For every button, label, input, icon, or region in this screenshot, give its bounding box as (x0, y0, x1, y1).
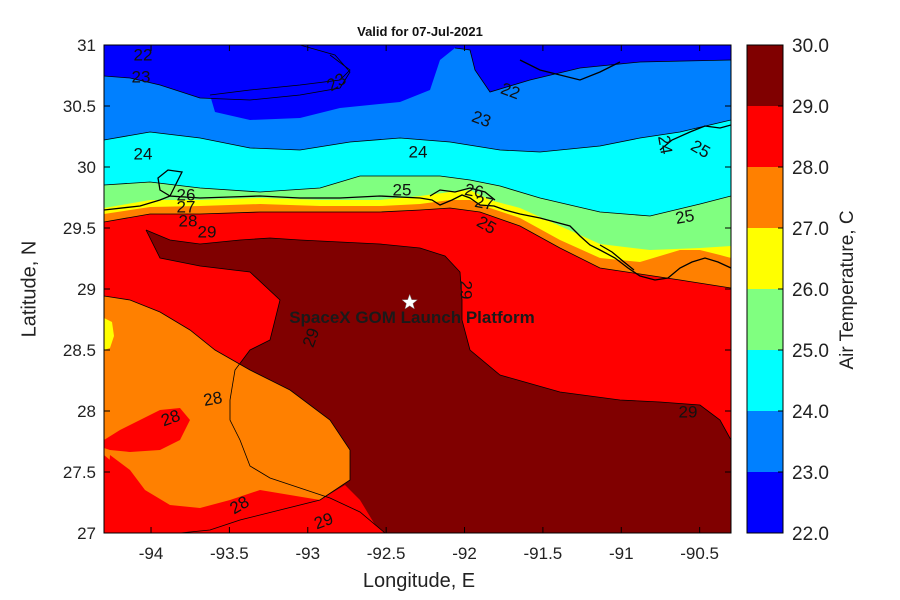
launch-platform-label: SpaceX GOM Launch Platform (289, 308, 535, 327)
x-tick-label: -93 (295, 544, 320, 563)
pocket-27-28-se (660, 250, 731, 282)
colorbar-tick-group: 30.0 29.0 28.0 27.0 26.0 25.0 24.0 23.0 22.0 (778, 36, 829, 545)
x-tick-label: -91.5 (524, 544, 563, 563)
y-tick-label: 30.5 (63, 97, 96, 116)
colorbar-swatch (747, 106, 783, 167)
star-icon (401, 293, 418, 310)
colorbar-swatch (747, 45, 783, 106)
x-tick-label: -92.5 (367, 544, 406, 563)
colorbar-swatch (747, 472, 783, 533)
band-28-29-south (104, 455, 380, 533)
contour-label: 22 (134, 45, 153, 64)
pocket-26-27-w (104, 318, 114, 350)
contour-label: 28 (179, 211, 198, 230)
contour-label: 27 (177, 197, 196, 216)
x-tick-label: -91 (609, 544, 634, 563)
colorbar (747, 45, 783, 533)
colorbar-swatch (747, 167, 783, 228)
contour-label: 24 (134, 144, 153, 163)
contour-label: 27 (473, 192, 495, 214)
x-tick-label: -94 (139, 544, 164, 563)
pocket-24-25-ne (680, 122, 731, 172)
contour-label: 25 (674, 206, 696, 228)
x-tick-label: -90.5 (680, 544, 719, 563)
colorbar-tick-label: 24.0 (792, 402, 829, 423)
y-tick-label: 28.5 (63, 341, 96, 360)
y-tick-label: 29 (77, 280, 96, 299)
colorbar-swatch (747, 228, 783, 289)
y-tick-label: 29.5 (63, 219, 96, 238)
contour-label: 29 (457, 281, 476, 300)
band-22-23-north (104, 45, 731, 120)
contour-fill-layer (104, 45, 731, 533)
x-axis-label: Longitude, E (362, 570, 476, 592)
contour-label: 24 (409, 142, 428, 161)
launch-platform-marker: SpaceX GOM Launch Platform (289, 293, 535, 327)
colorbar-swatch (747, 289, 783, 350)
contour-label: 26 (463, 180, 485, 202)
y-tick-label: 27 (77, 524, 96, 543)
contour-label: 25 (393, 180, 412, 199)
contour-label: 29 (679, 402, 698, 421)
y-tick-group: 31 30.5 30 29.5 29 28.5 28 27.5 27 (63, 36, 731, 543)
colorbar-tick-label: 25.0 (792, 341, 829, 362)
x-tick-label: -93.5 (210, 544, 249, 563)
x-tick-group: -94 -93.5 -93 -92.5 -92 -91.5 -91 -90.5 (139, 45, 719, 563)
colorbar-tick-label: 30.0 (792, 36, 829, 57)
x-tick-label: -92 (452, 544, 477, 563)
contour-label: 29 (198, 222, 217, 241)
map-title: Valid for 07-Jul-2021 (357, 24, 483, 39)
y-tick-label: 28 (77, 402, 96, 421)
contour-label: 24 (654, 134, 676, 156)
contour-label: 23 (132, 67, 151, 86)
y-tick-label: 27.5 (63, 463, 96, 482)
colorbar-tick-label: 22.0 (792, 524, 829, 545)
colorbar-swatch (747, 350, 783, 411)
colorbar-tick-label: 29.0 (792, 97, 829, 118)
contour-label: 26 (177, 185, 196, 204)
colorbar-swatch (747, 411, 783, 472)
contour-lines (104, 45, 731, 533)
colorbar-tick-label: 26.0 (792, 280, 829, 301)
y-tick-label: 30 (77, 158, 96, 177)
colorbar-tick-label: 23.0 (792, 463, 829, 484)
pocket-28-29-sw (104, 408, 190, 452)
pocket-27-28-sw (104, 296, 350, 533)
y-tick-label: 31 (77, 36, 96, 55)
colorbar-tick-label: 28.0 (792, 158, 829, 179)
coastline (104, 59, 731, 281)
colorbar-tick-label: 27.0 (792, 219, 829, 240)
contour-label: 28 (202, 388, 224, 410)
